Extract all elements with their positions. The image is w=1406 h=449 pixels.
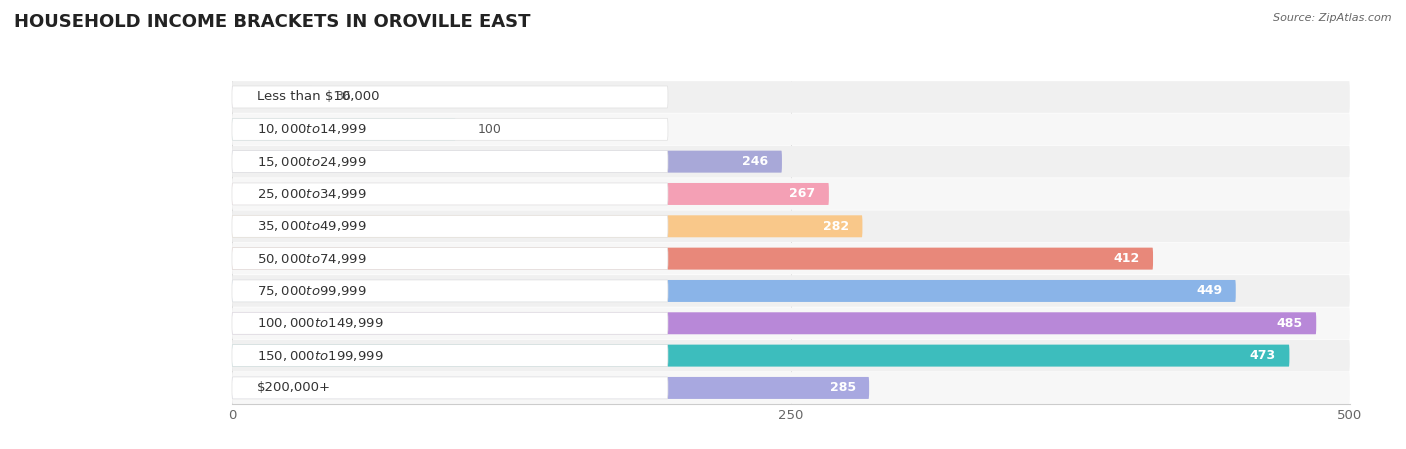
FancyBboxPatch shape (232, 345, 668, 366)
FancyBboxPatch shape (232, 377, 668, 399)
Text: $150,000 to $199,999: $150,000 to $199,999 (256, 348, 382, 363)
FancyBboxPatch shape (232, 146, 1350, 177)
FancyBboxPatch shape (232, 114, 1350, 145)
FancyBboxPatch shape (232, 248, 1153, 269)
Text: 285: 285 (830, 382, 856, 394)
FancyBboxPatch shape (232, 178, 1350, 210)
FancyBboxPatch shape (232, 313, 668, 334)
Text: 267: 267 (789, 188, 815, 200)
FancyBboxPatch shape (232, 280, 1236, 302)
Text: $50,000 to $74,999: $50,000 to $74,999 (256, 251, 366, 266)
FancyBboxPatch shape (232, 280, 668, 302)
FancyBboxPatch shape (232, 81, 1350, 113)
Text: 246: 246 (742, 155, 769, 168)
FancyBboxPatch shape (232, 216, 862, 237)
Text: 449: 449 (1197, 285, 1222, 297)
FancyBboxPatch shape (232, 308, 1350, 339)
FancyBboxPatch shape (232, 377, 869, 399)
FancyBboxPatch shape (232, 211, 1350, 242)
Text: 473: 473 (1250, 349, 1277, 362)
FancyBboxPatch shape (232, 119, 456, 140)
Text: 100: 100 (478, 123, 502, 136)
Text: $75,000 to $99,999: $75,000 to $99,999 (256, 284, 366, 298)
Text: Source: ZipAtlas.com: Source: ZipAtlas.com (1274, 13, 1392, 23)
Text: $25,000 to $34,999: $25,000 to $34,999 (256, 187, 366, 201)
FancyBboxPatch shape (232, 151, 668, 172)
FancyBboxPatch shape (232, 151, 782, 172)
Text: HOUSEHOLD INCOME BRACKETS IN OROVILLE EAST: HOUSEHOLD INCOME BRACKETS IN OROVILLE EA… (14, 13, 530, 31)
FancyBboxPatch shape (232, 183, 830, 205)
FancyBboxPatch shape (232, 183, 668, 205)
FancyBboxPatch shape (232, 216, 668, 237)
Text: $10,000 to $14,999: $10,000 to $14,999 (256, 122, 366, 136)
Text: Less than $10,000: Less than $10,000 (256, 91, 380, 103)
Text: 412: 412 (1114, 252, 1140, 265)
FancyBboxPatch shape (232, 313, 1316, 334)
FancyBboxPatch shape (232, 345, 1289, 366)
Text: $200,000+: $200,000+ (256, 382, 330, 394)
Text: $35,000 to $49,999: $35,000 to $49,999 (256, 219, 366, 233)
Text: 36: 36 (335, 91, 350, 103)
FancyBboxPatch shape (232, 275, 1350, 307)
FancyBboxPatch shape (232, 243, 1350, 274)
Text: 485: 485 (1277, 317, 1303, 330)
FancyBboxPatch shape (232, 119, 668, 140)
Text: $15,000 to $24,999: $15,000 to $24,999 (256, 154, 366, 169)
FancyBboxPatch shape (232, 248, 668, 269)
Text: 282: 282 (823, 220, 849, 233)
FancyBboxPatch shape (232, 86, 312, 108)
FancyBboxPatch shape (232, 372, 1350, 404)
FancyBboxPatch shape (232, 86, 668, 108)
Text: $100,000 to $149,999: $100,000 to $149,999 (256, 316, 382, 330)
FancyBboxPatch shape (232, 340, 1350, 371)
